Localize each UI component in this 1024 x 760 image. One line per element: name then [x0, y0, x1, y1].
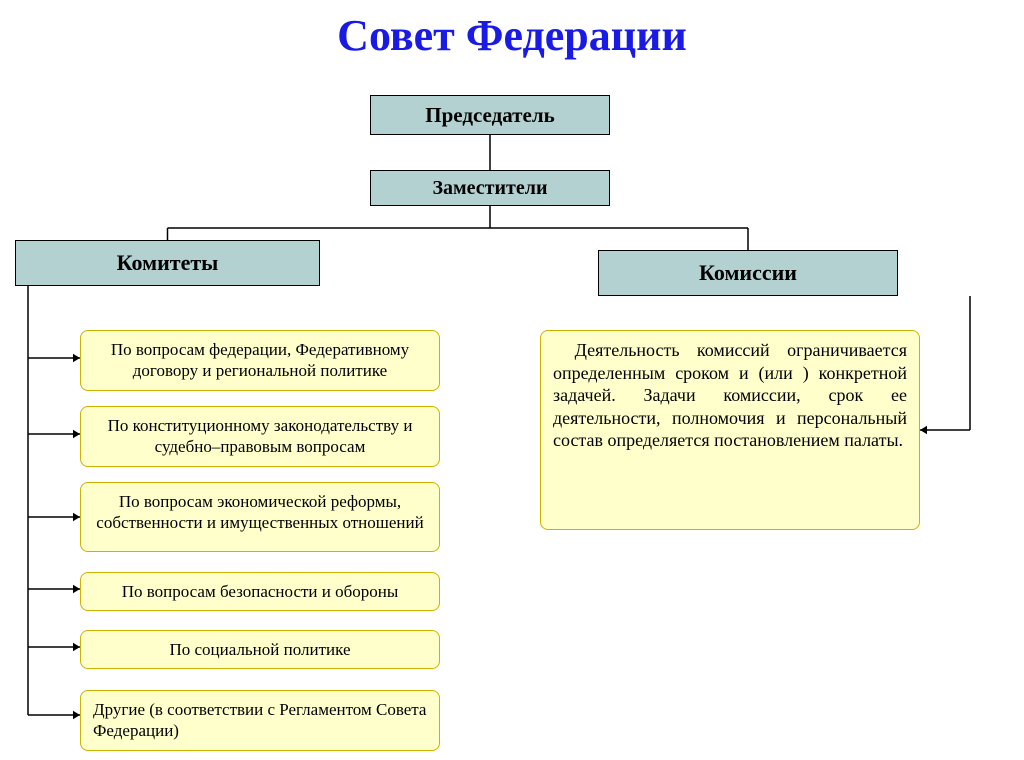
page-title: Совет Федерации	[0, 10, 1024, 61]
committee-item: По вопросам безопасности и обороны	[80, 572, 440, 611]
node-committees: Комитеты	[15, 240, 320, 286]
node-chairman: Председатель	[370, 95, 610, 135]
committee-item: Другие (в соответствии с Регламентом Сов…	[80, 690, 440, 751]
node-chairman-label: Председатель	[425, 103, 554, 128]
committee-item: По конституционному законодательству и с…	[80, 406, 440, 467]
committee-item: По вопросам экономической реформы, собст…	[80, 482, 440, 552]
node-deputies: Заместители	[370, 170, 610, 206]
node-commissions: Комиссии	[598, 250, 898, 296]
committee-item: По вопросам федерации, Федеративному дог…	[80, 330, 440, 391]
node-commissions-label: Комиссии	[699, 260, 797, 286]
node-deputies-label: Заместители	[433, 177, 548, 200]
commissions-description: Деятельность комиссий ограничивается опр…	[540, 330, 920, 530]
node-committees-label: Комитеты	[117, 250, 219, 276]
committee-item: По социальной политике	[80, 630, 440, 669]
